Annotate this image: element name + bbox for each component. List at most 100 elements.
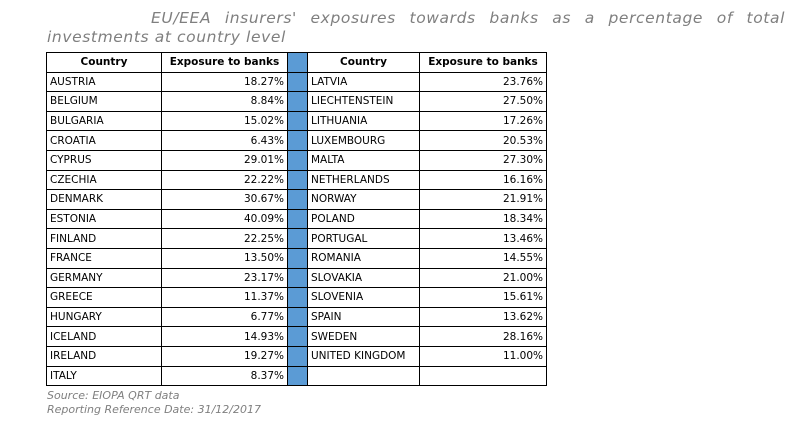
separator: [287, 247, 308, 269]
separator: [287, 267, 308, 289]
country-cell: PORTUGAL: [307, 228, 420, 249]
exposure-cell: 22.25%: [161, 228, 288, 249]
column-header: Exposure to banks: [419, 52, 547, 73]
country-cell: ESTONIA: [46, 208, 162, 230]
exposure-cell: 17.26%: [419, 110, 547, 132]
separator: [287, 306, 308, 328]
separator: [287, 287, 308, 308]
exposure-cell: [419, 365, 547, 387]
country-cell: LUXEMBOURG: [307, 130, 420, 151]
country-cell: NETHERLANDS: [307, 169, 420, 191]
separator: [287, 52, 308, 73]
country-cell: NORWAY: [307, 189, 420, 210]
separator: [287, 169, 308, 191]
exposure-cell: 18.27%: [161, 71, 288, 93]
country-cell: LATVIA: [307, 71, 420, 93]
exposure-cell: 13.62%: [419, 306, 547, 328]
country-cell: AUSTRIA: [46, 71, 162, 93]
separator: [287, 130, 308, 151]
table-row: AUSTRIA 18.27% LATVIA 23.76%: [46, 71, 547, 93]
exposure-cell: 14.55%: [419, 247, 547, 269]
exposure-cell: 15.02%: [161, 110, 288, 132]
table-row: GERMANY 23.17% SLOVAKIA 21.00%: [46, 267, 547, 289]
exposure-cell: 21.00%: [419, 267, 547, 289]
country-cell: SPAIN: [307, 306, 420, 328]
separator: [287, 326, 308, 347]
country-cell: ROMANIA: [307, 247, 420, 269]
exposure-cell: 6.77%: [161, 306, 288, 328]
table-row: CROATIA 6.43% LUXEMBOURG 20.53%: [46, 130, 547, 151]
separator: [287, 110, 308, 132]
exposure-cell: 22.22%: [161, 169, 288, 191]
country-cell: LITHUANIA: [307, 110, 420, 132]
exposure-cell: 40.09%: [161, 208, 288, 230]
country-cell: GREECE: [46, 287, 162, 308]
country-cell: SWEDEN: [307, 326, 420, 347]
separator: [287, 71, 308, 93]
title: EU/EEA insurers' exposures towards banks…: [47, 9, 785, 46]
exposure-cell: 19.27%: [161, 345, 288, 367]
table-row: IRELAND 19.27% UNITED KINGDOM 11.00%: [46, 345, 547, 367]
exposure-cell: 28.16%: [419, 326, 547, 347]
exposure-cell: 16.16%: [419, 169, 547, 191]
country-cell: ICELAND: [46, 326, 162, 347]
country-cell: GERMANY: [46, 267, 162, 289]
country-cell: FINLAND: [46, 228, 162, 249]
country-cell: IRELAND: [46, 345, 162, 367]
exposure-cell: 15.61%: [419, 287, 547, 308]
table-row: GREECE 11.37% SLOVENIA 15.61%: [46, 287, 547, 308]
exposure-cell: 29.01%: [161, 149, 288, 171]
country-cell: SLOVAKIA: [307, 267, 420, 289]
separator: [287, 208, 308, 230]
table-row: FRANCE 13.50% ROMANIA 14.55%: [46, 247, 547, 269]
table-row: DENMARK 30.67% NORWAY 21.91%: [46, 189, 547, 210]
column-header: Exposure to banks: [161, 52, 288, 73]
country-cell: [307, 365, 420, 387]
exposure-cell: 23.76%: [419, 71, 547, 93]
country-cell: BELGIUM: [46, 91, 162, 112]
footnote: Reporting Reference Date: 31/12/2017: [47, 403, 261, 416]
exposure-table: Country Exposure to banks Country Exposure …: [46, 52, 547, 387]
exposure-cell: 27.30%: [419, 149, 547, 171]
exposure-cell: 20.53%: [419, 130, 547, 151]
exposure-cell: 14.93%: [161, 326, 288, 347]
country-cell: DENMARK: [46, 189, 162, 210]
country-cell: CYPRUS: [46, 149, 162, 171]
exposure-cell: 21.91%: [419, 189, 547, 210]
exposure-cell: 18.34%: [419, 208, 547, 230]
country-cell: MALTA: [307, 149, 420, 171]
country-cell: POLAND: [307, 208, 420, 230]
country-cell: LIECHTENSTEIN: [307, 91, 420, 112]
exposure-cell: 27.50%: [419, 91, 547, 112]
separator: [287, 189, 308, 210]
table-row: ITALY 8.37%: [46, 365, 547, 387]
footnote: Source: EIOPA QRT data: [47, 389, 180, 402]
country-cell: UNITED KINGDOM: [307, 345, 420, 367]
exposure-cell: 6.43%: [161, 130, 288, 151]
exposure-cell: 30.67%: [161, 189, 288, 210]
country-cell: CROATIA: [46, 130, 162, 151]
separator: [287, 345, 308, 367]
separator: [287, 149, 308, 171]
country-cell: SLOVENIA: [307, 287, 420, 308]
country-cell: ITALY: [46, 365, 162, 387]
table-row: BELGIUM 8.84% LIECHTENSTEIN 27.50%: [46, 91, 547, 112]
table-row: HUNGARY 6.77% SPAIN 13.62%: [46, 306, 547, 328]
exposure-cell: 11.37%: [161, 287, 288, 308]
exposure-cell: 8.37%: [161, 365, 288, 387]
table-body: Country Exposure to banks Country Exposure …: [46, 52, 547, 387]
separator: [287, 91, 308, 112]
table-row: ESTONIA 40.09% POLAND 18.34%: [46, 208, 547, 230]
column-header: Country: [46, 52, 162, 73]
column-header: Country: [307, 52, 420, 73]
country-cell: BULGARIA: [46, 110, 162, 132]
country-cell: HUNGARY: [46, 306, 162, 328]
separator: [287, 365, 308, 387]
table-row: CYPRUS 29.01% MALTA 27.30%: [46, 149, 547, 171]
table-row: CZECHIA 22.22% NETHERLANDS 16.16%: [46, 169, 547, 191]
exposure-cell: 13.50%: [161, 247, 288, 269]
exposure-cell: 23.17%: [161, 267, 288, 289]
table-row: BULGARIA 15.02% LITHUANIA 17.26%: [46, 110, 547, 132]
exposure-cell: 8.84%: [161, 91, 288, 112]
